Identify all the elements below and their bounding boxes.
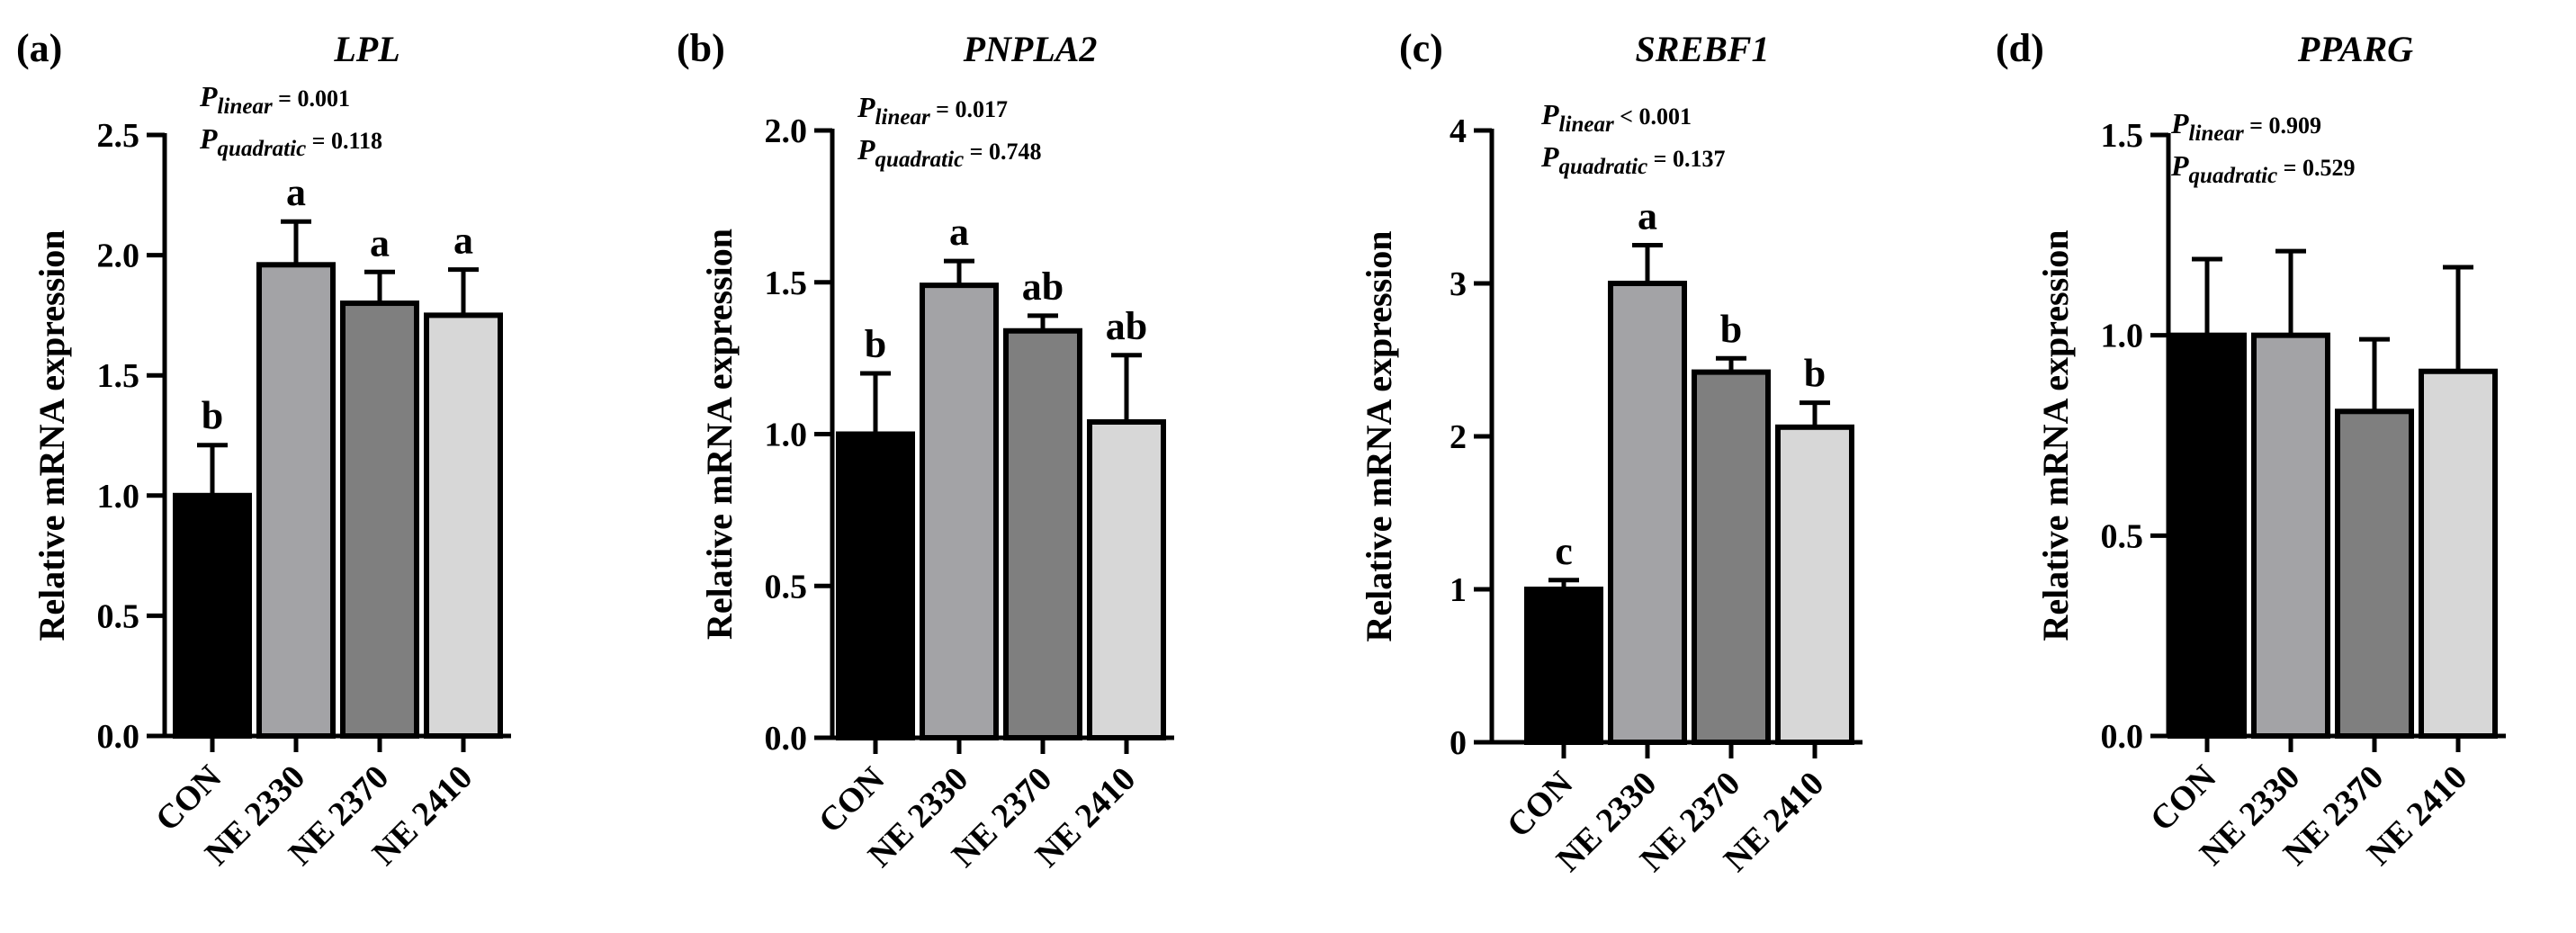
y-axis-label: Relative mRNA expression — [2035, 230, 2076, 641]
y-tick-label: 3 — [1450, 265, 1467, 303]
p-linear-annotation: Plinear = 0.001 — [199, 80, 350, 119]
y-tick-label: 2.0 — [765, 112, 808, 150]
y-tick-label: 0.5 — [2101, 517, 2144, 555]
chart-title: SREBF1 — [1636, 29, 1770, 69]
p-quadratic-annotation: Pquadratic = 0.137 — [1540, 140, 1726, 179]
significance-letter: ab — [1022, 265, 1064, 309]
bar-ne-2370 — [2335, 408, 2414, 739]
y-tick-label: 0.5 — [97, 597, 140, 635]
y-tick-label: 1.5 — [765, 265, 808, 302]
bar-ne-2370 — [1692, 369, 1771, 745]
bar-ne-2330 — [256, 262, 336, 739]
significance-letter: a — [1638, 194, 1657, 238]
y-tick-label: 1 — [1450, 571, 1467, 609]
y-tick-label: 1.0 — [765, 417, 808, 454]
p-linear-annotation: Plinear = 0.017 — [857, 91, 1008, 130]
panel-letter: (b) — [677, 26, 725, 70]
bar-ne-2330 — [920, 283, 999, 740]
panel-letter: (c) — [1399, 26, 1443, 70]
chart-title: PNPLA2 — [963, 29, 1098, 69]
bar-ne-2330 — [1608, 281, 1687, 745]
panel-letter: (a) — [16, 26, 62, 70]
significance-letter: a — [370, 220, 390, 265]
y-tick-label: 1.5 — [2101, 117, 2144, 155]
bar-con — [2168, 332, 2247, 739]
bar-ne-2410 — [2419, 368, 2498, 739]
bar-con — [836, 431, 915, 740]
bar-ne-2330 — [2251, 332, 2330, 739]
y-tick-label: 2.0 — [97, 238, 140, 275]
significance-letter: b — [1720, 307, 1742, 351]
bar-ne-2410 — [1775, 424, 1854, 745]
significance-letter: c — [1555, 529, 1573, 573]
y-axis-label: Relative mRNA expression — [1359, 231, 1399, 642]
significance-letter: a — [453, 219, 473, 263]
y-tick-label: 0.0 — [765, 720, 808, 758]
significance-letter: a — [286, 170, 306, 214]
p-linear-annotation: Plinear < 0.001 — [1540, 98, 1692, 137]
bar-con — [173, 492, 252, 739]
panel-letter: (d) — [1996, 26, 2044, 70]
significance-letter: b — [202, 394, 223, 438]
y-axis-label: Relative mRNA expression — [699, 229, 740, 640]
chart-title: PPARG — [2297, 29, 2413, 69]
y-tick-label: 4 — [1450, 112, 1467, 150]
y-axis-label: Relative mRNA expression — [31, 230, 72, 641]
y-tick-label: 1.5 — [97, 357, 140, 395]
bar-ne-2410 — [424, 312, 503, 739]
chart-title: LPL — [333, 29, 399, 69]
significance-letter: ab — [1106, 304, 1147, 348]
significance-letter: b — [1804, 352, 1826, 396]
y-tick-label: 0.0 — [2101, 718, 2144, 756]
y-tick-label: 2 — [1450, 418, 1467, 456]
bar-ne-2370 — [1003, 327, 1082, 740]
p-quadratic-annotation: Pquadratic = 0.118 — [199, 122, 382, 161]
significance-letter: b — [865, 322, 886, 366]
y-tick-label: 0.5 — [765, 568, 808, 606]
y-tick-label: 1.0 — [2101, 318, 2144, 355]
bar-ne-2370 — [340, 301, 419, 739]
p-quadratic-annotation: Pquadratic = 0.529 — [2170, 149, 2356, 188]
p-quadratic-annotation: Pquadratic = 0.748 — [857, 133, 1042, 172]
y-tick-label: 1.0 — [97, 478, 140, 516]
bar-con — [1524, 587, 1603, 745]
y-tick-label: 0.0 — [97, 718, 140, 756]
y-tick-label: 0 — [1450, 724, 1467, 762]
significance-letter: a — [949, 210, 969, 254]
y-tick-label: 2.5 — [97, 117, 140, 155]
p-linear-annotation: Plinear = 0.909 — [2170, 107, 2321, 146]
bar-ne-2410 — [1087, 419, 1166, 740]
